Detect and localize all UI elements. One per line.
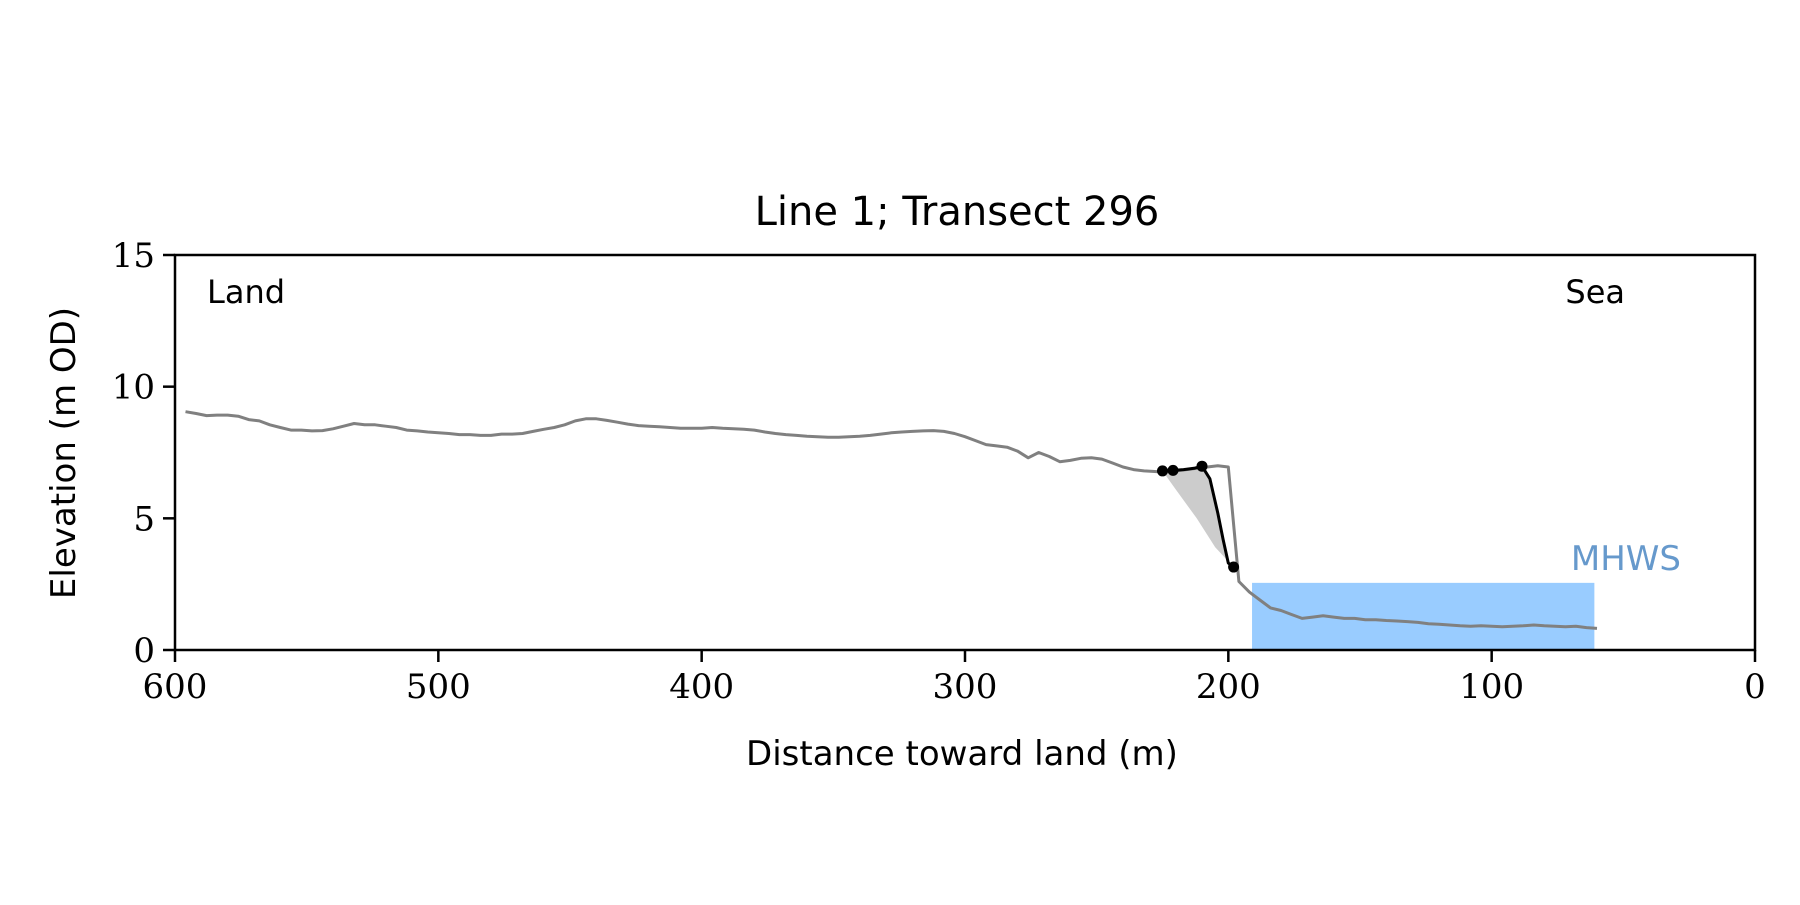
sea-annotation: Sea xyxy=(1565,273,1625,311)
x-axis-label: Distance toward land (m) xyxy=(746,734,1178,774)
plot-layer xyxy=(185,410,1598,650)
y-axis: 0 5 10 15 xyxy=(112,236,175,671)
y-tick-label: 0 xyxy=(133,631,155,671)
cliff-point xyxy=(1196,460,1208,472)
profile-line xyxy=(185,410,1598,630)
land-annotation: Land xyxy=(207,273,285,311)
x-tick-label: 300 xyxy=(933,667,998,707)
cliff-point xyxy=(1157,465,1168,477)
cliff-point xyxy=(1167,464,1179,476)
x-tick-label: 100 xyxy=(1459,667,1524,707)
chart-title: Line 1; Transect 296 xyxy=(755,189,1160,235)
cliff-point xyxy=(1228,561,1240,573)
y-tick-label: 10 xyxy=(112,368,155,408)
x-tick-label: 600 xyxy=(143,667,208,707)
x-tick-label: 500 xyxy=(406,667,471,707)
y-tick-label: 15 xyxy=(112,236,155,276)
x-tick-label: 400 xyxy=(669,667,734,707)
mhws-label: MHWS xyxy=(1571,539,1681,579)
x-tick-label: 200 xyxy=(1196,667,1261,707)
x-tick-label: 0 xyxy=(1744,667,1766,707)
erosion-area xyxy=(1162,466,1234,567)
y-axis-label: Elevation (m OD) xyxy=(44,307,84,599)
mhws-band xyxy=(1252,582,1595,650)
y-tick-label: 5 xyxy=(133,499,155,539)
x-axis: 600 500 400 300 200 100 0 xyxy=(143,650,1766,707)
